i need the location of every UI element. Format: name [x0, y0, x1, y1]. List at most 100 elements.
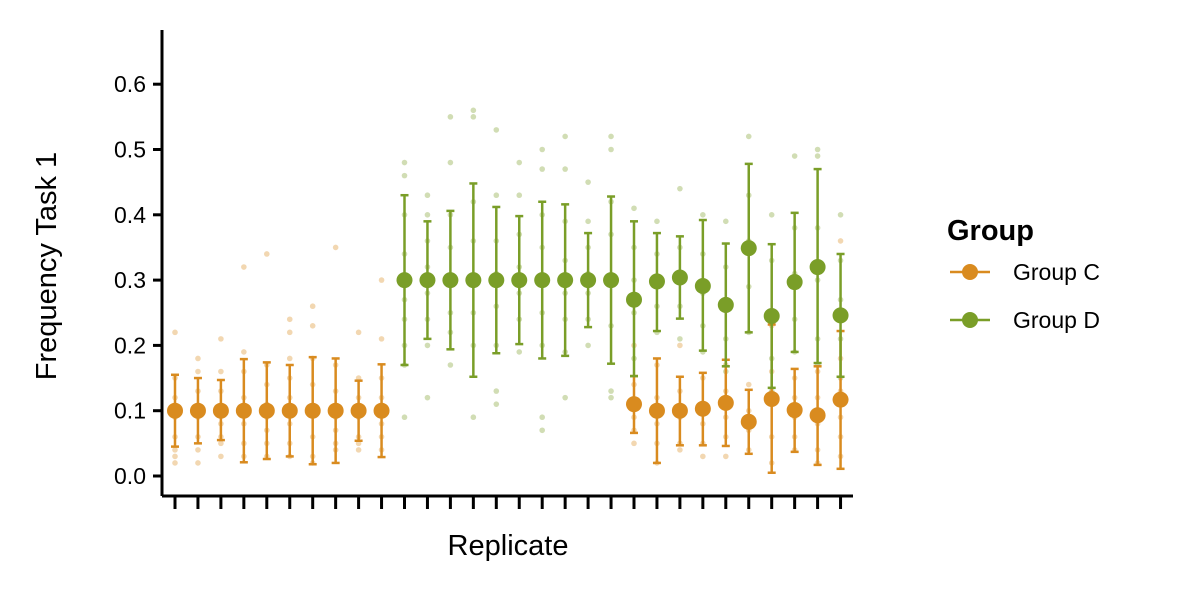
- raw-point: [424, 212, 431, 218]
- mean-point: [557, 272, 574, 289]
- mean-point: [694, 277, 711, 294]
- raw-point: [516, 349, 523, 355]
- raw-point: [745, 133, 752, 140]
- mean-point: [189, 402, 206, 419]
- legend-marker: [962, 264, 978, 280]
- raw-point: [355, 329, 362, 336]
- y-tick-label: 0.2: [114, 332, 146, 358]
- mean-point: [671, 269, 688, 286]
- raw-point: [539, 427, 545, 434]
- axes-layer: [153, 30, 853, 509]
- raw-point: [195, 355, 201, 362]
- mean-point: [580, 272, 597, 289]
- raw-point: [470, 114, 477, 120]
- y-tick-label: 0.4: [114, 202, 146, 228]
- raw-point: [218, 368, 224, 375]
- mean-point: [786, 274, 803, 291]
- raw-point: [286, 329, 293, 336]
- mean-point: [717, 296, 734, 313]
- raw-point: [493, 127, 500, 133]
- raw-point: [585, 342, 591, 349]
- mean-point: [281, 402, 298, 419]
- raw-point: [447, 159, 454, 166]
- legend: Group Group C Group D: [947, 215, 1100, 333]
- raw-point: [539, 414, 545, 421]
- legend-label: Group C: [1013, 259, 1100, 285]
- raw-point: [562, 166, 568, 172]
- raw-point: [562, 133, 568, 140]
- raw-point: [470, 414, 477, 421]
- mean-point: [763, 308, 780, 325]
- raw-point: [195, 460, 201, 466]
- y-tick-label: 0.5: [114, 137, 146, 163]
- mean-point: [327, 402, 344, 419]
- raw-point: [172, 447, 178, 453]
- mean-point: [626, 396, 642, 413]
- raw-point: [677, 185, 683, 192]
- raw-point: [585, 218, 591, 225]
- mean-point: [419, 272, 436, 289]
- raw-point: [286, 316, 293, 323]
- raw-point: [355, 447, 362, 453]
- raw-point: [218, 440, 224, 447]
- raw-point: [791, 153, 798, 159]
- raw-point: [470, 107, 477, 114]
- raw-point: [241, 264, 247, 270]
- raw-point: [631, 205, 637, 212]
- raw-point: [723, 218, 729, 225]
- raw-point: [814, 153, 821, 159]
- raw-point: [172, 460, 178, 466]
- y-tick-label: 0.0: [114, 463, 146, 489]
- mean-point: [212, 402, 229, 419]
- raw-point: [493, 192, 500, 199]
- mean-point: [534, 272, 551, 289]
- mean-point: [694, 400, 711, 417]
- legend-marker: [962, 312, 978, 328]
- mean-point: [396, 272, 413, 289]
- raw-point: [424, 394, 431, 401]
- raw-point: [631, 440, 637, 447]
- raw-point: [447, 362, 454, 368]
- raw-point: [837, 238, 844, 244]
- raw-point: [768, 212, 775, 218]
- mean-point: [167, 402, 183, 419]
- raw-point: [172, 453, 178, 460]
- raw-point: [424, 192, 431, 199]
- mean-point: [235, 402, 252, 419]
- raw-point: [195, 368, 201, 375]
- raw-point: [401, 414, 408, 421]
- mean-point: [511, 272, 528, 289]
- mean-point: [373, 402, 390, 419]
- x-axis-title: Replicate: [448, 530, 569, 562]
- mean-point: [626, 291, 642, 308]
- raw-point: [241, 349, 247, 355]
- raw-point: [677, 342, 683, 349]
- raw-point: [608, 133, 614, 140]
- mean-point: [648, 402, 665, 419]
- raw-point: [401, 159, 408, 166]
- raw-point: [264, 251, 270, 257]
- raw-point: [700, 212, 706, 218]
- raw-point: [539, 166, 545, 172]
- mean-point: [717, 394, 734, 411]
- raw-point: [401, 172, 408, 179]
- raw-point: [814, 146, 821, 153]
- raw-point: [677, 336, 683, 342]
- raw-point: [608, 394, 614, 401]
- raw-point: [608, 388, 614, 394]
- mean-point: [603, 272, 620, 289]
- mean-point: [258, 402, 275, 419]
- mean-point: [740, 413, 757, 430]
- raw-point: [585, 179, 591, 185]
- y-axis-title: Frequency Task 1: [31, 152, 63, 380]
- mean-point: [442, 272, 459, 289]
- y-tick-label: 0.3: [114, 267, 146, 293]
- raw-point: [218, 336, 224, 342]
- mean-point: [488, 272, 505, 289]
- raw-point: [837, 212, 844, 218]
- raw-point: [516, 159, 523, 166]
- mean-point: [465, 272, 482, 289]
- y-tick-label: 0.1: [114, 398, 146, 424]
- raw-point: [539, 146, 545, 153]
